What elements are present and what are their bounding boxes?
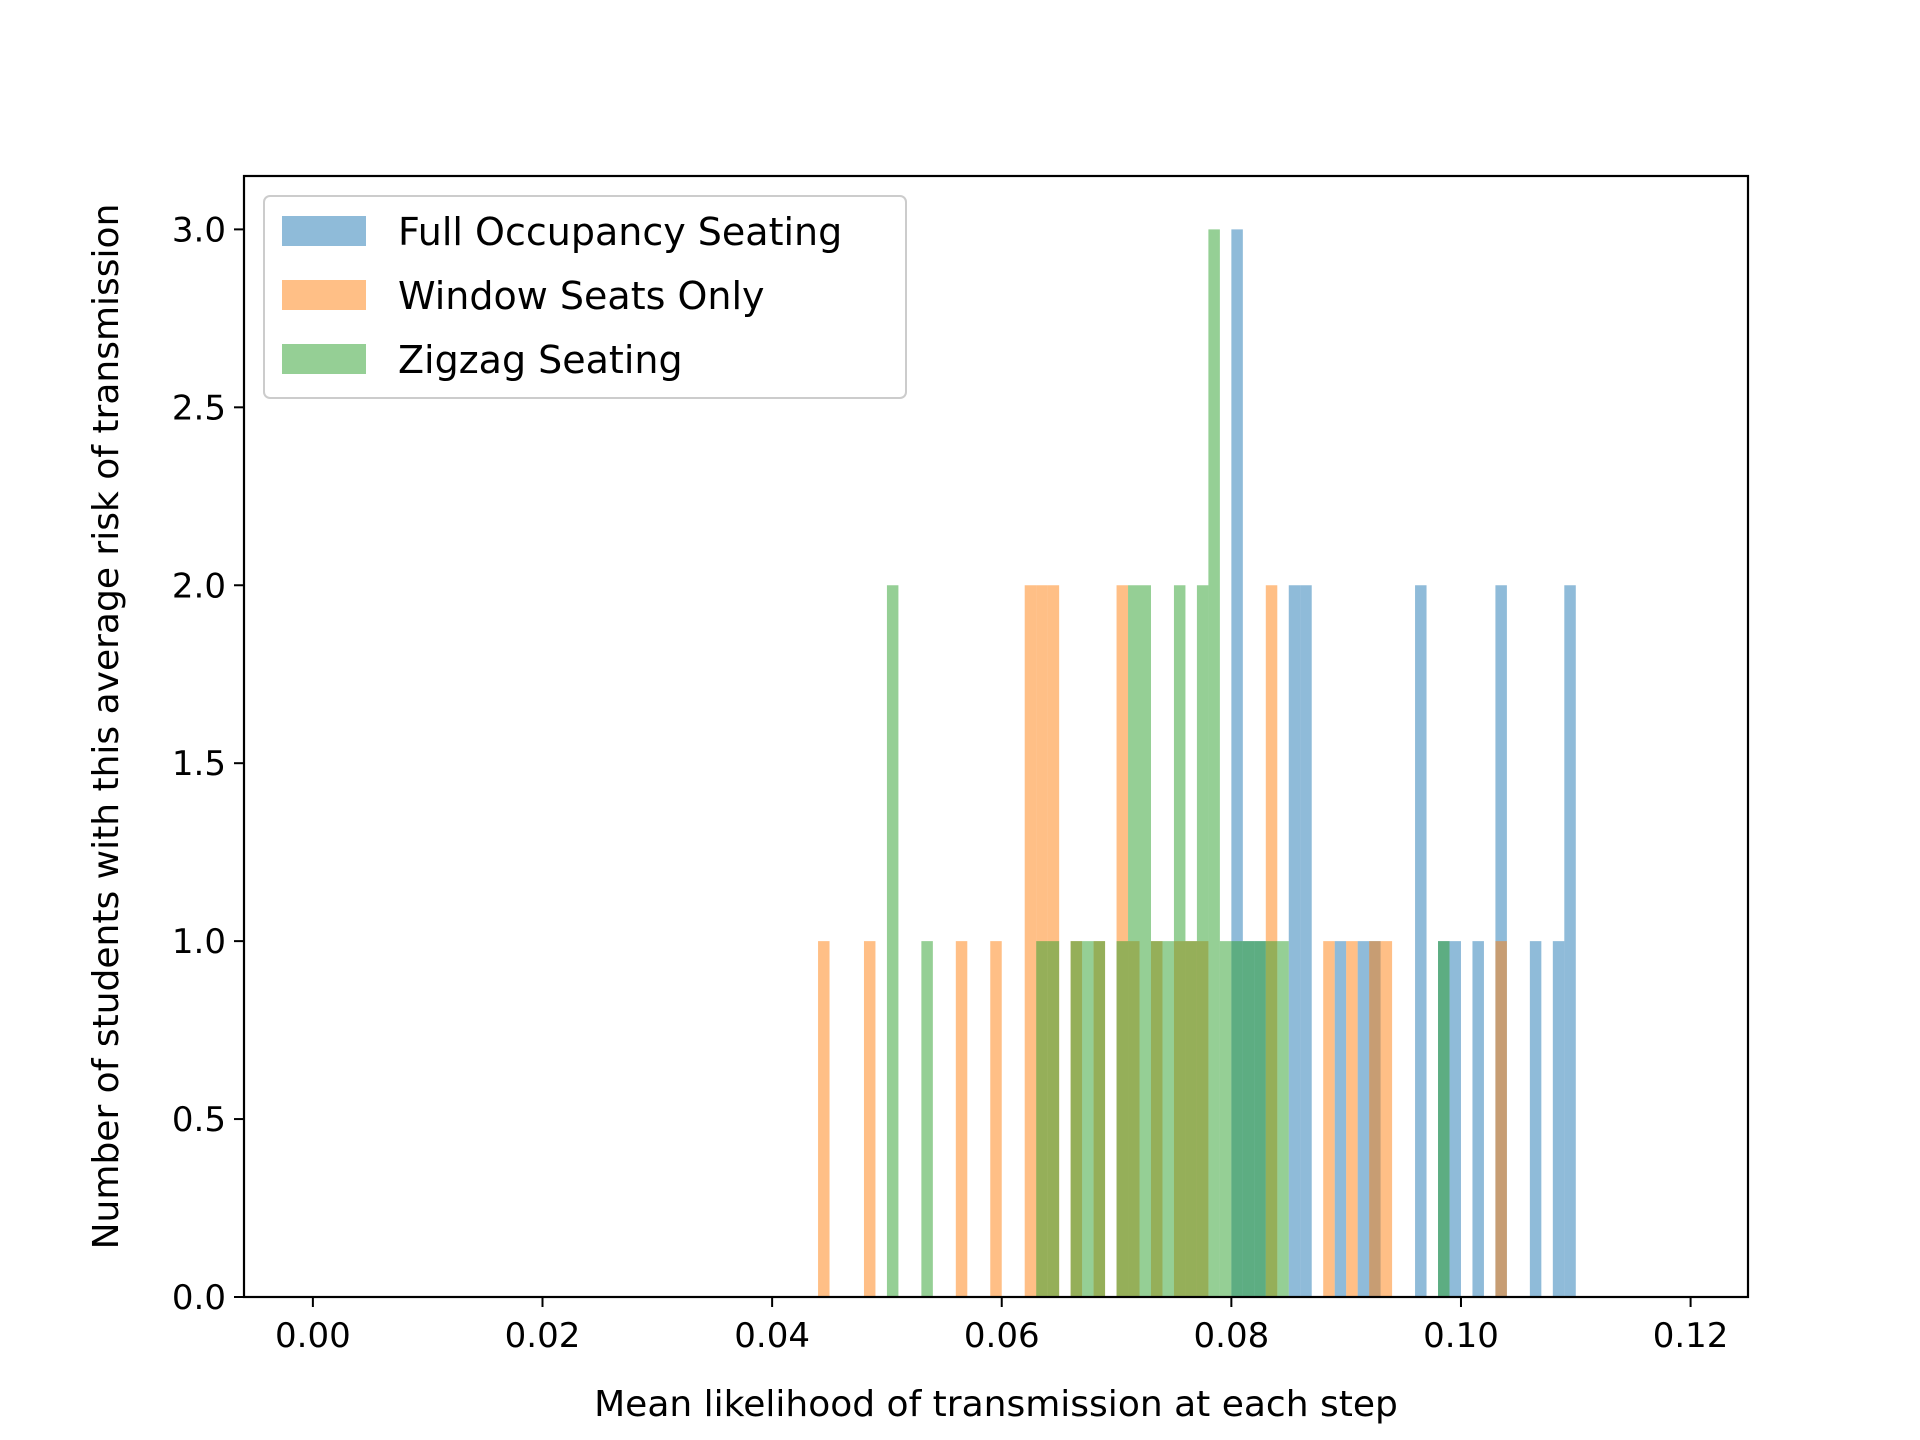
bar-series-2-bin-13 <box>1185 941 1197 1297</box>
bar-series-0-bin-8 <box>1415 585 1427 1297</box>
bar-series-0-bin-14 <box>1552 941 1565 1297</box>
y-axis-ticks: 0.0 0.5 1.0 1.5 2.0 2.5 3.0 <box>172 210 244 1318</box>
bar-series-0-bin-4 <box>1300 585 1312 1297</box>
bar-series-1-bin-16 <box>1323 941 1335 1297</box>
bar-series-2-bin-7 <box>1116 941 1129 1297</box>
bar-series-2-bin-0 <box>886 585 899 1297</box>
x-tick-label: 0.12 <box>1653 1316 1729 1356</box>
bar-series-2-bin-6 <box>1093 941 1106 1297</box>
y-axis-title: Number of students with this average ris… <box>86 204 127 1250</box>
y-tick-label: 2.5 <box>172 388 226 428</box>
bar-series-1-bin-15 <box>1265 585 1278 1297</box>
y-tick-label: 3.0 <box>172 210 226 250</box>
bar-series-2-bin-11 <box>1162 941 1174 1297</box>
legend: Full Occupancy Seating Window Seats Only Z… <box>263 195 907 399</box>
bar-series-2-bin-3 <box>1047 941 1060 1297</box>
bar-series-0-bin-11 <box>1472 941 1484 1297</box>
bar-series-2-bin-15 <box>1208 229 1220 1297</box>
plot-frame <box>242 174 1750 1299</box>
legend-label: Full Occupancy Seating <box>398 210 842 254</box>
bar-series-0-bin-13 <box>1529 941 1542 1297</box>
bar-series-1-bin-17 <box>1346 941 1358 1297</box>
y-tick-label: 1.5 <box>172 744 226 784</box>
bars-layer <box>818 229 1576 1297</box>
bar-series-2-bin-8 <box>1128 585 1140 1297</box>
bar-series-1-bin-1 <box>863 941 876 1297</box>
bar-series-2-bin-22 <box>1438 941 1450 1297</box>
bar-series-1-bin-2 <box>955 941 968 1297</box>
bar-series-0-bin-10 <box>1449 941 1461 1297</box>
y-tick-label: 0.0 <box>172 1278 226 1318</box>
x-tick-label: 0.10 <box>1423 1316 1499 1356</box>
bar-series-2-bin-21 <box>1277 941 1289 1297</box>
bar-series-2-bin-10 <box>1150 941 1163 1297</box>
bar-series-2-bin-5 <box>1082 941 1094 1297</box>
bar-series-2-bin-18 <box>1242 941 1255 1297</box>
bar-series-0-bin-6 <box>1357 941 1370 1297</box>
bar-series-2-bin-19 <box>1254 941 1266 1297</box>
bar-series-1-bin-20 <box>1495 941 1507 1297</box>
bar-series-1-bin-18 <box>1369 941 1381 1297</box>
bar-series-2-bin-2 <box>1036 941 1048 1297</box>
bar-series-1-bin-5 <box>1036 585 1048 1297</box>
bar-series-0-bin-3 <box>1288 585 1301 1297</box>
legend-swatch <box>282 216 366 246</box>
legend-swatch <box>282 344 366 374</box>
bar-series-1-bin-9 <box>1116 585 1129 1297</box>
x-axis-ticks: 0.00 0.02 0.04 0.06 0.08 0.10 0.12 <box>275 1297 1728 1356</box>
bar-series-2-bin-1 <box>921 941 933 1297</box>
bar-series-0-bin-5 <box>1334 941 1347 1297</box>
x-axis-title: Mean likelihood of transmission at each … <box>594 1384 1398 1425</box>
legend-label: Window Seats Only <box>398 274 765 318</box>
bar-series-0-bin-12 <box>1495 585 1507 1297</box>
x-tick-label: 0.04 <box>734 1316 810 1356</box>
bar-series-1-bin-0 <box>818 941 830 1297</box>
bar-series-1-bin-6 <box>1047 585 1060 1297</box>
bar-series-0-bin-0 <box>1231 229 1243 1297</box>
bar-series-2-bin-16 <box>1219 941 1232 1297</box>
legend-label: Zigzag Seating <box>398 338 683 382</box>
bar-series-1-bin-3 <box>990 941 1002 1297</box>
bar-series-0-bin-15 <box>1564 585 1576 1297</box>
bar-series-2-bin-17 <box>1231 941 1243 1297</box>
bar-series-2-bin-9 <box>1139 585 1151 1297</box>
bar-series-2-bin-4 <box>1070 941 1083 1297</box>
legend-box <box>263 195 907 399</box>
bar-series-1-bin-19 <box>1380 941 1393 1297</box>
y-tick-label: 1.0 <box>172 922 226 962</box>
y-tick-label: 0.5 <box>172 1100 226 1140</box>
bar-series-1-bin-4 <box>1024 585 1037 1297</box>
bar-series-2-bin-12 <box>1173 585 1186 1297</box>
legend-swatch <box>282 280 366 310</box>
x-tick-label: 0.00 <box>275 1316 351 1356</box>
y-tick-label: 2.0 <box>172 566 226 606</box>
bar-series-2-bin-20 <box>1265 941 1278 1297</box>
x-tick-label: 0.02 <box>505 1316 581 1356</box>
bar-series-2-bin-14 <box>1196 585 1209 1297</box>
x-tick-label: 0.08 <box>1194 1316 1270 1356</box>
x-tick-label: 0.06 <box>964 1316 1040 1356</box>
